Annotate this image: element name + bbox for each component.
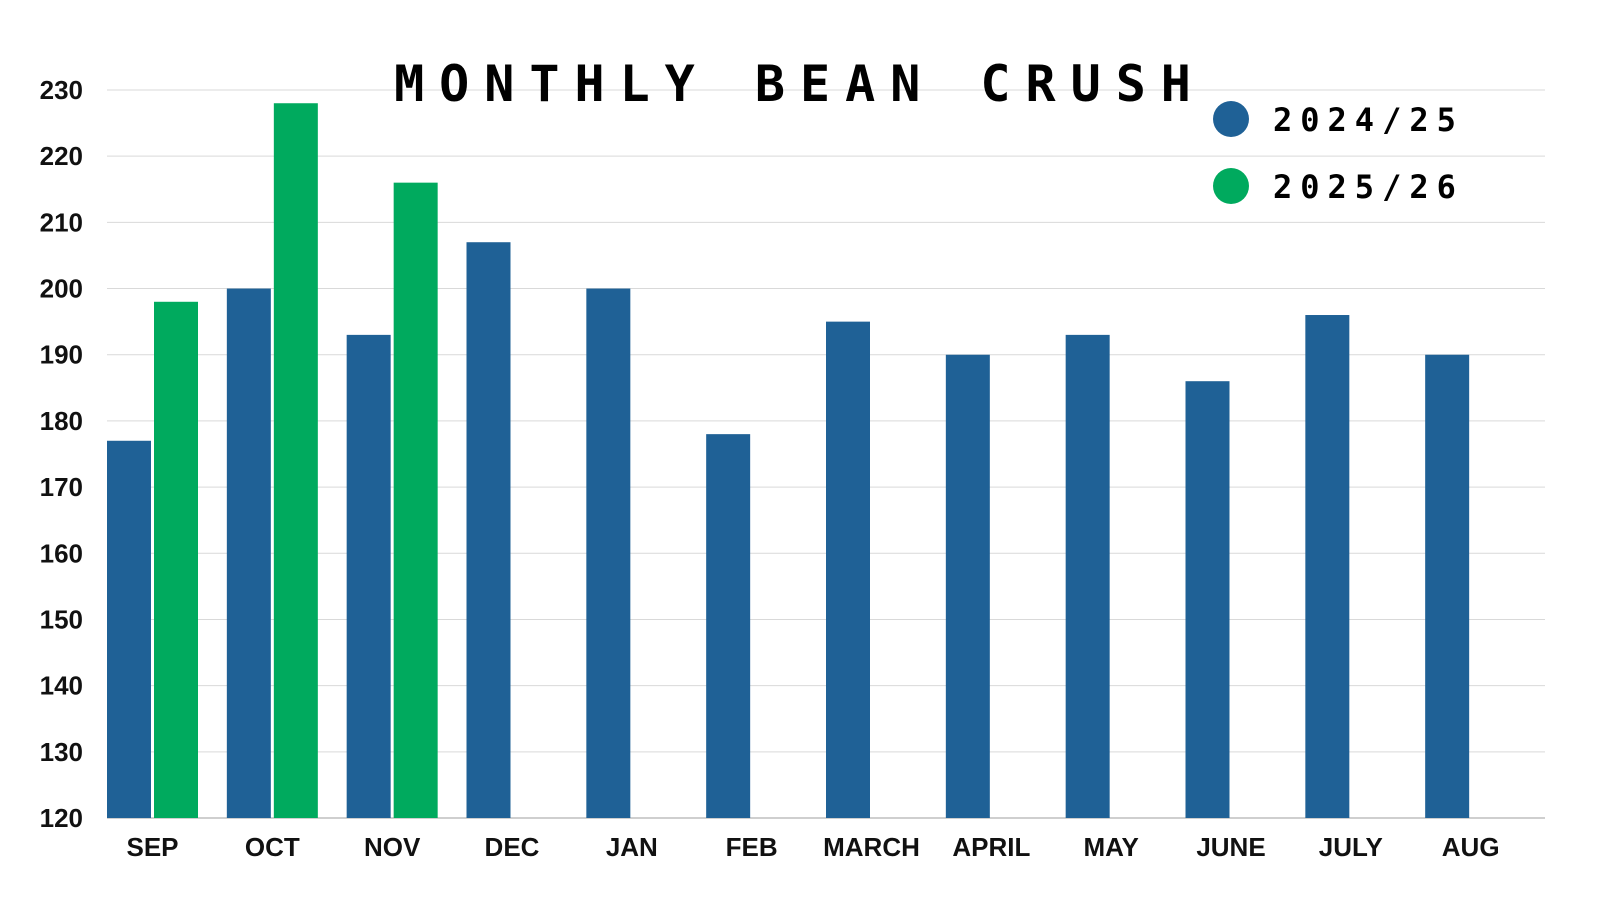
bar-nov-2025-26 xyxy=(393,182,438,818)
bar-april-2024-25 xyxy=(945,354,990,818)
bar-march-2024-25 xyxy=(826,321,870,818)
y-tick-label: 180 xyxy=(40,406,83,436)
legend: 2024/25 2025/26 xyxy=(1213,101,1464,206)
x-tick-label: FEB xyxy=(726,832,778,862)
legend-marker xyxy=(1213,101,1249,137)
y-tick-label: 130 xyxy=(40,737,83,767)
y-tick-label: 150 xyxy=(40,604,83,634)
x-tick-label: JULY xyxy=(1319,832,1383,862)
x-tick-label: AUG xyxy=(1442,832,1500,862)
chart-title: MONTHLY BEAN CRUSH xyxy=(394,55,1206,113)
bar-sep-2024-25 xyxy=(107,440,151,818)
bar-aug-2024-25 xyxy=(1425,354,1470,818)
x-tick-label: MAY xyxy=(1083,832,1138,862)
bar-sep-2025-26 xyxy=(154,301,198,818)
bars xyxy=(107,103,1470,819)
x-axis: SEP OCT NOV DEC JAN FEB MARCH APRIL MAY JUNE JULY A… xyxy=(126,832,1499,862)
bar-jan-2024-25 xyxy=(586,288,631,819)
bar-feb-2024-25 xyxy=(706,434,751,818)
legend-label: 2024/25 xyxy=(1273,101,1464,139)
bar-oct-2024-25 xyxy=(226,288,271,819)
x-tick-label: APRIL xyxy=(952,832,1030,862)
y-tick-label: 200 xyxy=(40,274,83,304)
x-tick-label: JUNE xyxy=(1196,832,1265,862)
x-tick-label: DEC xyxy=(485,832,540,862)
bar-nov-2024-25 xyxy=(346,334,391,818)
x-tick-label: MARCH xyxy=(823,832,920,862)
y-axis: 120 130 140 150 160 170 180 190 200 210 220 230 xyxy=(40,75,83,833)
y-tick-label: 210 xyxy=(40,207,83,237)
y-tick-label: 120 xyxy=(40,803,83,833)
bar-oct-2025-26 xyxy=(273,103,318,818)
x-tick-label: SEP xyxy=(126,832,178,862)
bar-dec-2024-25 xyxy=(466,242,511,818)
y-tick-label: 230 xyxy=(40,75,83,105)
bar-may-2024-25 xyxy=(1065,334,1110,818)
y-tick-label: 140 xyxy=(40,671,83,701)
bar-july-2024-25 xyxy=(1305,315,1350,818)
legend-label: 2025/26 xyxy=(1273,168,1464,206)
bar-june-2024-25 xyxy=(1185,381,1230,818)
x-tick-label: OCT xyxy=(245,832,300,862)
x-tick-label: NOV xyxy=(364,832,421,862)
y-tick-label: 220 xyxy=(40,141,83,171)
x-tick-label: JAN xyxy=(606,832,658,862)
y-tick-label: 160 xyxy=(40,538,83,568)
y-tick-label: 190 xyxy=(40,340,83,370)
legend-marker xyxy=(1213,168,1249,204)
y-tick-label: 170 xyxy=(40,472,83,502)
